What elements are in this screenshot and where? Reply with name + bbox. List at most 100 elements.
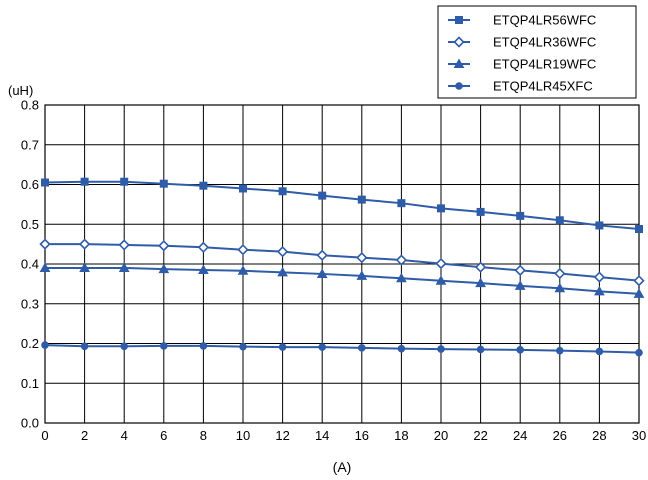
data-point [41, 178, 49, 187]
data-point [396, 272, 407, 283]
data-point [118, 262, 130, 272]
data-point [476, 345, 485, 354]
series-line [45, 266, 640, 295]
x-tick-label: 10 [236, 428, 250, 443]
x-tick-label: 12 [275, 428, 289, 443]
x-axis-label: (A) [333, 459, 352, 475]
legend-marker [453, 36, 465, 48]
data-point [276, 246, 289, 258]
data-point [316, 268, 328, 278]
x-tick-labels: 0 2 4 6 8 10 12 14 16 18 20 22 24 26 28 30 [41, 428, 646, 443]
x-tick-label: 24 [513, 428, 527, 443]
data-point [516, 346, 525, 354]
data-point [595, 221, 604, 230]
data-point [437, 345, 445, 353]
legend: ETQP4LR56WFC ETQP4LR36WFC ETQP4LR19WFC ETQP… [437, 5, 637, 99]
data-point [514, 280, 526, 290]
x-tick-label: 14 [315, 428, 329, 443]
legend-marker [453, 58, 465, 68]
series-line [44, 344, 640, 354]
data-point [555, 216, 564, 225]
data-point [358, 344, 366, 352]
data-point [594, 285, 605, 296]
data-point [435, 257, 447, 270]
data-point [78, 238, 91, 250]
legend-marker [455, 82, 463, 90]
data-point [516, 211, 525, 220]
data-point [318, 343, 327, 351]
data-point [435, 275, 447, 285]
data-point [474, 261, 487, 273]
data-point [514, 264, 526, 276]
data-point [633, 275, 645, 287]
legend-entry-label: ETQP4LR36WFC [493, 35, 596, 50]
data-point [475, 277, 486, 288]
data-point [239, 184, 247, 193]
data-point [79, 262, 90, 272]
series-ETQP4LR56WFC [41, 177, 643, 234]
data-point [199, 181, 208, 190]
data-point [239, 342, 247, 351]
series-line [44, 180, 640, 231]
y-tick-label: 0.8 [21, 98, 39, 113]
data-point [556, 346, 564, 355]
data-point [277, 266, 288, 277]
series-line [45, 243, 640, 282]
y-tick-label: 0.6 [21, 177, 39, 192]
x-tick-label: 2 [81, 428, 88, 443]
y-tick-label: 0.4 [21, 257, 39, 272]
data-point [39, 238, 51, 250]
x-tick-label: 22 [473, 428, 487, 443]
data-point [595, 347, 604, 356]
data-point [356, 270, 368, 280]
data-point [635, 225, 643, 234]
data-point [356, 252, 368, 264]
data-point [80, 177, 89, 186]
legend-entry-label: ETQP4LR56WFC [493, 13, 596, 28]
series-group [39, 177, 645, 357]
x-tick-label: 8 [200, 428, 207, 443]
y-tick-labels: 0.0 0.1 0.2 0.3 0.4 0.5 0.6 0.7 0.8 [21, 98, 39, 431]
y-tick-label: 0.5 [21, 217, 39, 232]
series-ETQP4LR19WFC [39, 262, 645, 298]
data-point [357, 195, 366, 204]
legend-marker [455, 16, 463, 24]
data-point [318, 191, 327, 200]
data-point [593, 271, 606, 283]
x-tick-label: 28 [592, 428, 606, 443]
x-tick-label: 0 [41, 428, 48, 443]
x-tick-label: 26 [553, 428, 567, 443]
data-point [278, 343, 287, 351]
x-tick-label: 30 [632, 428, 646, 443]
data-point [159, 179, 168, 188]
data-point [237, 265, 249, 275]
legend-entry-label: ETQP4LR19WFC [493, 57, 596, 72]
y-tick-label: 0.1 [21, 376, 39, 391]
data-point [197, 241, 210, 253]
data-point [633, 288, 645, 298]
y-tick-label: 0.2 [21, 336, 39, 351]
data-point [120, 342, 128, 351]
data-point [41, 341, 49, 349]
x-tick-label: 4 [121, 428, 128, 443]
data-point [118, 239, 130, 251]
y-tick-label: 0.3 [21, 296, 39, 311]
data-point [158, 240, 170, 252]
data-point [397, 199, 406, 208]
data-point [158, 263, 170, 274]
data-point [395, 254, 408, 266]
data-point [476, 207, 485, 216]
legend-box [437, 5, 637, 99]
x-tick-label: 16 [355, 428, 369, 443]
data-point [437, 204, 445, 213]
data-point [554, 282, 566, 293]
data-point [635, 348, 643, 357]
x-tick-label: 6 [160, 428, 167, 443]
data-point [554, 267, 566, 280]
y-axis-label: (uH) [8, 83, 33, 98]
data-point [160, 342, 168, 350]
x-tick-label: 20 [434, 428, 448, 443]
y-tick-label: 0.0 [21, 416, 39, 431]
data-point [198, 264, 209, 274]
data-point [278, 187, 287, 196]
